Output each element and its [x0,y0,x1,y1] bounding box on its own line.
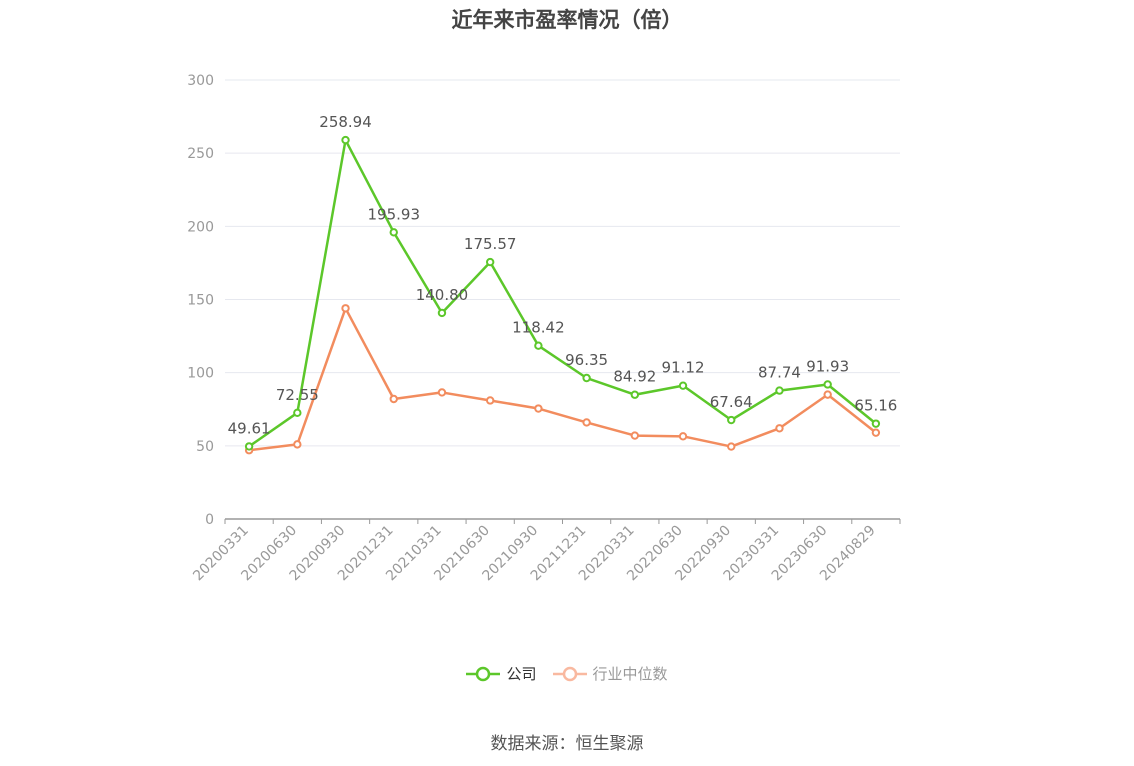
data-point-industry [678,432,688,441]
grid-lines [225,79,900,447]
data-point-company [678,381,688,390]
y-tick-label: 150 [187,293,214,309]
y-tick-label: 100 [187,366,214,382]
data-label-company: 96.35 [565,351,608,369]
chart-title: 近年来市盈率情况（倍） [451,8,683,32]
series-line-industry [248,307,877,452]
data-label-company: 91.12 [662,359,705,377]
data-point-industry [341,304,350,313]
data-point-industry [293,440,302,449]
data-label-company: 87.74 [758,364,801,382]
data-point-industry [437,388,447,397]
data-label-company: 195.93 [368,205,421,223]
data-point-company [485,257,495,267]
legend-line-circle-icon [466,666,501,681]
data-point-industry [534,404,543,413]
data-point-company [727,415,736,425]
data-label-company: 140.80 [416,286,469,304]
data-point-company [871,419,881,428]
data-label-company: 175.57 [464,235,517,253]
data-point-industry [823,390,832,399]
series-line-company [248,138,877,448]
y-tick-label: 250 [187,146,214,162]
data-point-industry [389,394,398,404]
data-label-company: 91.93 [806,357,849,375]
legend-item-company[interactable]: 公司 [466,663,537,684]
data-label-company: 65.16 [854,397,897,415]
data-label-company: 49.61 [228,419,271,437]
source-note: 数据来源：恒生聚源 [490,734,644,754]
y-tick-label: 0 [205,512,214,528]
data-label-company: 72.55 [276,386,319,404]
series [244,135,881,455]
data-point-company [823,380,832,389]
data-point-industry [775,424,784,433]
data-point-industry [871,428,881,437]
legend-item-industry[interactable]: 行业中位数 [552,663,668,684]
legend: 公司 行业中位数 [0,663,1134,684]
data-point-company [534,341,543,350]
data-label-company: 118.42 [512,319,565,337]
y-tick-label: 50 [196,439,214,455]
data-point-industry [630,431,640,440]
data-label-company: 67.64 [710,393,753,411]
data-point-industry [582,418,591,427]
data-label-company: 258.94 [319,113,372,131]
legend-label-industry: 行业中位数 [592,665,668,683]
data-labels: 49.61 72.55 258.94 195.93 140.80 175.57 118.42… [228,113,898,437]
legend-line-circle-icon [552,666,587,681]
data-point-company [775,386,784,395]
legend-label-company: 公司 [506,665,537,683]
data-point-company [437,308,447,318]
data-point-company [582,373,591,383]
data-point-company [630,390,640,399]
data-point-company [341,135,350,145]
data-point-industry [485,396,495,405]
data-point-company [389,228,398,237]
data-point-company [293,408,302,418]
y-tick-label: 200 [187,219,214,235]
data-point-company [244,442,254,451]
data-label-company: 84.92 [613,368,656,386]
data-point-industry [727,442,736,451]
y-tick-label: 300 [187,73,214,89]
